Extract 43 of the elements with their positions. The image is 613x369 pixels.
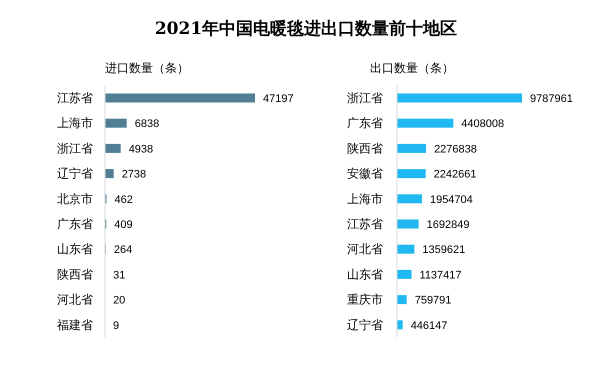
data-label: 2276838	[434, 143, 477, 156]
data-label: 4408008	[461, 118, 504, 130]
data-label: 1359621	[422, 244, 466, 256]
data-label: 2242661	[434, 168, 476, 181]
data-label: 1954704	[430, 194, 473, 206]
chart-subtitle: 出口数量（条）	[370, 61, 454, 75]
data-label: 264	[114, 244, 132, 256]
y-tick-label: 福建省	[57, 318, 93, 332]
y-tick-label: 广东省	[347, 116, 383, 130]
y-tick-label: 辽宁省	[57, 166, 93, 181]
data-label: 759791	[414, 294, 452, 307]
text: 2021年中国电暖毯进出口数量前十地区	[154, 19, 458, 39]
data-label: 4938	[128, 143, 154, 156]
y-tick-label: 浙江省	[57, 141, 93, 156]
data-label: 6838	[134, 118, 160, 130]
y-tick-label: 上海市	[57, 116, 93, 130]
y-tick-label: 陕西省	[347, 141, 383, 156]
data-label: 2738	[122, 168, 146, 181]
y-tick-label: 重庆市	[347, 292, 383, 307]
y-tick-label: 河北省	[347, 242, 383, 256]
y-tick-label: 江苏省	[57, 91, 93, 105]
y-tick-label: 河北省	[57, 292, 93, 307]
data-label: 47197	[263, 93, 294, 105]
data-label: 9	[113, 320, 120, 332]
data-label: 446147	[410, 320, 448, 332]
y-tick-label: 广东省	[57, 217, 93, 231]
data-label: 462	[114, 194, 133, 206]
data-label: 409	[114, 219, 133, 231]
y-tick-label: 山东省	[347, 267, 383, 282]
y-tick-label: 山东省	[57, 242, 93, 256]
data-label: 31	[113, 269, 126, 282]
data-label: 1692849	[426, 219, 470, 231]
y-tick-label: 安徽省	[347, 166, 383, 181]
y-tick-label: 浙江省	[347, 91, 383, 105]
y-tick-label: 江苏省	[347, 217, 383, 231]
data-label: 20	[113, 294, 126, 307]
y-tick-label: 陕西省	[57, 267, 93, 282]
chart-subtitle: 进口数量（条）	[105, 61, 189, 75]
y-tick-label: 北京市	[57, 192, 93, 206]
data-label: 1137417	[420, 269, 462, 282]
data-label: 9787961	[530, 93, 573, 105]
y-tick-label: 辽宁省	[347, 318, 383, 332]
y-tick-label: 上海市	[347, 192, 383, 206]
